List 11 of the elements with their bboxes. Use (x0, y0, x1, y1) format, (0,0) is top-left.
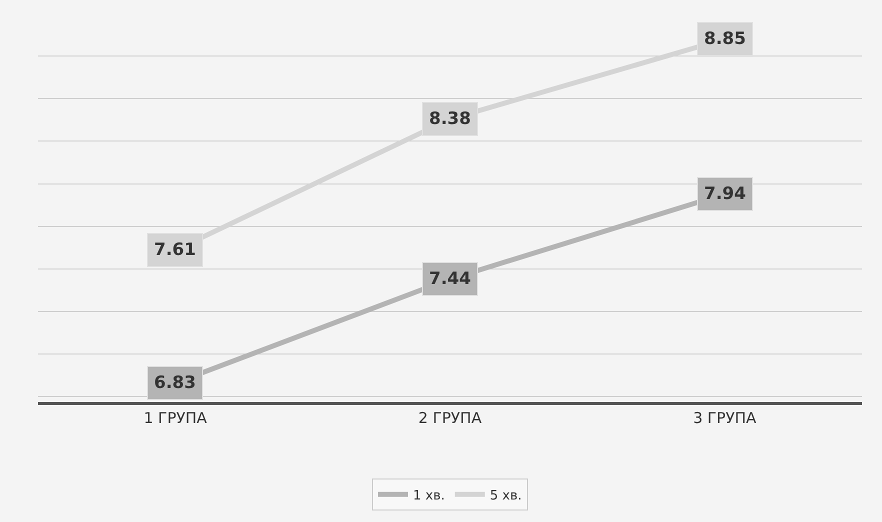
x-tick-label: 2 ГРУПА (418, 409, 482, 427)
data-label: 7.44 (429, 269, 472, 289)
x-tick-label: 1 ГРУПА (144, 409, 208, 427)
data-label: 8.38 (429, 109, 471, 129)
legend-label: 5 хв. (490, 488, 522, 504)
legend-label: 1 хв. (413, 488, 445, 504)
data-label: 7.61 (154, 240, 196, 260)
data-label: 8.85 (704, 29, 746, 49)
data-label: 7.94 (704, 184, 746, 204)
data-label: 6.83 (154, 373, 196, 393)
x-tick-label: 3 ГРУПА (693, 409, 757, 427)
